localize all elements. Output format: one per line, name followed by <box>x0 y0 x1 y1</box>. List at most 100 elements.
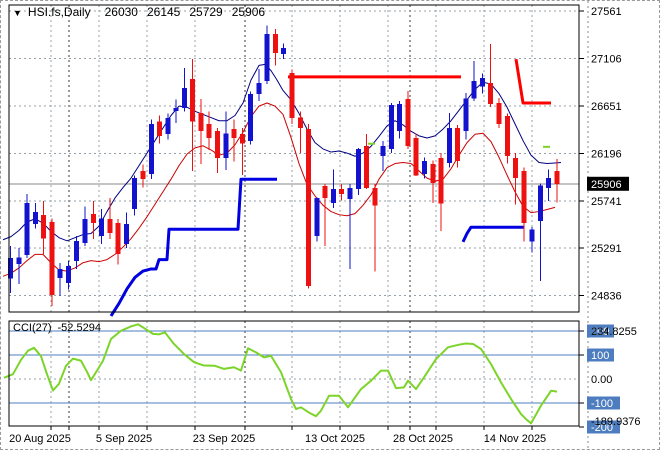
candle <box>521 170 527 224</box>
candle <box>314 197 320 237</box>
candle <box>57 268 63 278</box>
candle <box>148 123 154 174</box>
candle <box>463 98 469 132</box>
candle <box>537 185 543 221</box>
candle <box>49 221 55 296</box>
candle <box>355 148 361 190</box>
time-axis: 20 Aug 2025 5 Sep 2025 23 Sep 2025 13 Oct 2… <box>9 426 546 445</box>
svg-text:100: 100 <box>591 350 609 362</box>
svg-text:200: 200 <box>591 326 609 338</box>
candles-layer <box>8 25 560 307</box>
candle <box>99 218 105 237</box>
x-axis-label: 20 Aug 2025 <box>9 433 71 445</box>
candle <box>397 104 403 132</box>
candle <box>405 98 411 146</box>
trailing-stop-lines <box>109 58 551 317</box>
cci-panel-frame <box>8 320 580 427</box>
candle <box>173 108 179 111</box>
svg-text:27561: 27561 <box>591 6 622 18</box>
cci-level-tag <box>587 348 614 362</box>
candle <box>322 185 328 198</box>
x-axis-label: 23 Sep 2025 <box>193 433 255 445</box>
candle <box>513 157 519 179</box>
candle <box>455 128 461 161</box>
candle <box>90 214 96 224</box>
cci-level-tag <box>587 420 620 434</box>
candle <box>206 123 212 138</box>
svg-text:0.00: 0.00 <box>591 374 612 386</box>
candle <box>239 133 245 144</box>
ohlc-open-value: 26030 <box>104 5 138 19</box>
candle <box>297 117 303 129</box>
cci-panel-layer <box>3 323 579 425</box>
candle <box>74 240 80 262</box>
svg-text:-100: -100 <box>591 398 613 410</box>
candle <box>256 83 262 95</box>
x-axis-label: 5 Sep 2025 <box>96 433 152 445</box>
candle <box>41 215 47 239</box>
x-axis-label: 13 Oct 2025 <box>305 433 365 445</box>
candle <box>181 87 187 109</box>
candle <box>479 77 485 87</box>
candle <box>115 223 121 254</box>
candle <box>306 129 312 287</box>
symbol-period-label: HSI.fs,Daily <box>27 5 91 19</box>
moving-averages-layer <box>2 63 562 277</box>
candle <box>471 81 477 99</box>
candle <box>372 188 378 206</box>
x-axis-label: 14 Nov 2025 <box>484 433 546 445</box>
candle <box>364 145 370 189</box>
candle <box>190 78 196 122</box>
ohlc-close-value: 25906 <box>231 5 266 19</box>
flat-bar-marks <box>368 142 550 148</box>
candle <box>496 102 502 124</box>
indicator-label: CCI(27) -52.5294 <box>13 322 101 334</box>
candle <box>529 229 535 242</box>
chevron-down-icon[interactable]: ▼ <box>13 8 22 18</box>
candle <box>123 224 129 244</box>
ohlc-high-value: 26145 <box>146 5 181 19</box>
svg-text:234.8255: 234.8255 <box>591 326 637 338</box>
candle <box>554 170 560 184</box>
candle <box>248 94 254 142</box>
svg-text:25906: 25906 <box>591 179 622 191</box>
svg-text:24836: 24836 <box>591 291 622 303</box>
candle <box>82 218 88 243</box>
candle <box>8 258 13 279</box>
price-axis: 27561 27106 26651 26196 25741 25291 24836 25906 <box>579 6 629 303</box>
candle <box>347 188 353 200</box>
candle <box>330 189 336 204</box>
candle <box>140 170 146 180</box>
candle <box>380 145 386 157</box>
svg-text:26196: 26196 <box>591 149 622 161</box>
panel-frames <box>8 1 589 449</box>
svg-text:27106: 27106 <box>591 54 622 66</box>
svg-text:25291: 25291 <box>591 243 622 255</box>
candle <box>413 137 419 176</box>
candle <box>488 83 494 105</box>
candle <box>231 129 237 138</box>
flat-bar-mark <box>543 145 550 148</box>
svg-text:26651: 26651 <box>591 101 622 113</box>
candle <box>281 48 287 54</box>
candle <box>264 34 270 82</box>
current-price-tag <box>587 176 629 191</box>
candle <box>215 131 220 158</box>
candle <box>107 218 113 233</box>
candle <box>223 133 229 158</box>
candle <box>438 157 444 204</box>
candle <box>157 121 163 136</box>
candle <box>272 34 278 53</box>
svg-text:-200: -200 <box>591 422 613 434</box>
chart-title-bar: ▼ HSI.fs,Daily 26030 26145 25729 25906 <box>13 5 274 19</box>
ohlc-low-value: 25729 <box>189 5 223 19</box>
candle <box>24 203 30 255</box>
flat-bar-mark <box>368 142 375 145</box>
candle <box>165 118 171 134</box>
candle <box>388 105 394 149</box>
svg-text:-189.9376: -189.9376 <box>591 416 641 428</box>
cci-axis: 200 100 -100 -200 234.8255 0.00 -189.9376 <box>579 324 641 434</box>
svg-text:25741: 25741 <box>591 196 622 208</box>
